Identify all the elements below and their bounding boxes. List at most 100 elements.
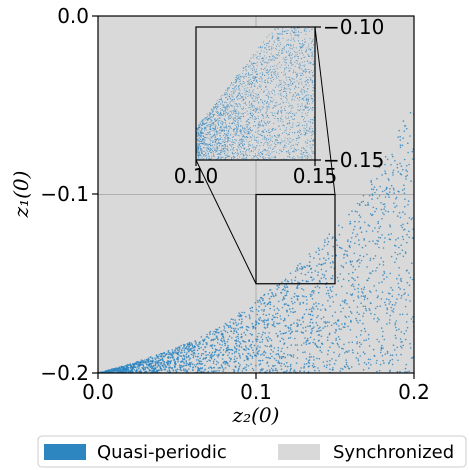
inset-scatter-point: [214, 127, 216, 129]
inset-scatter-point: [216, 142, 218, 144]
scatter-point: [217, 338, 219, 341]
scatter-point: [355, 235, 357, 238]
scatter-point: [356, 319, 358, 322]
inset-scatter-point: [313, 44, 315, 46]
scatter-point: [389, 319, 391, 321]
inset-scatter-point: [201, 123, 203, 125]
scatter-point: [327, 240, 330, 243]
inset-scatter-point: [289, 138, 291, 140]
inset-scatter-point: [226, 104, 229, 106]
scatter-point: [206, 333, 208, 336]
scatter-point: [221, 337, 223, 340]
inset-scatter-point: [285, 61, 287, 64]
scatter-point: [390, 255, 393, 258]
scatter-point: [309, 342, 311, 344]
inset-scatter-point: [307, 109, 309, 112]
scatter-point: [286, 361, 288, 364]
inset-scatter-point: [313, 95, 315, 97]
scatter-point: [234, 351, 236, 353]
inset-scatter-point: [224, 101, 226, 103]
inset-scatter-point: [252, 62, 254, 64]
scatter-point: [312, 306, 314, 308]
inset-scatter-point: [283, 74, 285, 76]
inset-scatter-point: [299, 68, 301, 70]
inset-scatter-point: [266, 82, 269, 84]
scatter-point: [400, 244, 403, 246]
inset-scatter-point: [306, 68, 308, 71]
scatter-point: [392, 344, 395, 347]
scatter-point: [346, 351, 349, 353]
scatter-point: [323, 321, 325, 323]
inset-scatter-point: [298, 99, 300, 101]
inset-scatter-point: [241, 93, 243, 95]
inset-scatter-point: [313, 100, 315, 102]
inset-scatter-point: [244, 148, 246, 150]
scatter-point: [400, 331, 403, 333]
scatter-point: [407, 204, 409, 206]
scatter-point: [223, 362, 225, 364]
scatter-point: [317, 315, 319, 317]
inset-scatter-point: [249, 154, 251, 156]
inset-scatter-point: [294, 88, 296, 90]
inset-scatter-point: [284, 96, 286, 98]
scatter-point: [356, 211, 358, 213]
scatter-point: [362, 322, 364, 325]
scatter-point: [396, 215, 399, 217]
inset-scatter-point: [299, 46, 301, 48]
inset-scatter-point: [296, 125, 298, 127]
scatter-point: [358, 243, 361, 246]
scatter-point: [235, 321, 237, 324]
inset-scatter-point: [229, 96, 231, 98]
scatter-point: [359, 204, 361, 206]
scatter-point: [320, 268, 323, 271]
scatter-point: [368, 225, 371, 227]
inset-scatter-point: [236, 125, 238, 127]
scatter-point: [411, 217, 414, 219]
inset-scatter-point: [225, 135, 227, 137]
inset-scatter-point: [273, 71, 275, 73]
scatter-point: [211, 344, 214, 346]
inset-scatter-point: [268, 155, 270, 157]
scatter-point: [239, 313, 242, 316]
scatter-point: [324, 308, 326, 310]
scatter-point: [401, 313, 404, 316]
inset-scatter-point: [309, 144, 311, 146]
inset-scatter-point: [299, 131, 301, 133]
inset-scatter-point: [242, 81, 244, 83]
inset-scatter-point: [221, 151, 223, 153]
scatter-point: [404, 338, 407, 341]
scatter-point: [161, 353, 163, 355]
inset-scatter-point: [303, 86, 305, 88]
scatter-point: [142, 361, 144, 364]
inset-scatter-point: [292, 78, 294, 80]
inset-scatter-point: [311, 28, 313, 31]
inset-scatter-point: [300, 57, 302, 60]
inset-scatter-point: [227, 130, 229, 132]
inset-scatter-point: [240, 138, 242, 141]
scatter-point: [249, 317, 251, 320]
scatter-point: [394, 322, 397, 324]
inset-scatter-point: [230, 146, 233, 148]
scatter-point: [320, 318, 323, 320]
scatter-point: [406, 281, 409, 284]
inset-scatter-point: [310, 97, 313, 99]
scatter-point: [355, 357, 358, 359]
inset-scatter-point: [220, 130, 222, 132]
scatter-point: [267, 318, 269, 320]
scatter-point: [371, 230, 374, 232]
scatter-point: [223, 339, 225, 341]
inset-scatter-point: [242, 67, 244, 69]
inset-scatter-point: [248, 102, 251, 104]
scatter-point: [148, 362, 151, 365]
scatter-point: [388, 303, 391, 305]
inset-scatter-point: [297, 142, 299, 144]
scatter-point: [346, 292, 348, 294]
scatter-point: [202, 343, 204, 346]
scatter-point: [362, 368, 365, 371]
inset-scatter-point: [259, 46, 261, 48]
inset-scatter-point: [250, 129, 252, 131]
scatter-point: [342, 368, 344, 370]
scatter-point: [359, 319, 361, 322]
scatter-point: [150, 362, 153, 365]
scatter-point: [226, 346, 229, 349]
